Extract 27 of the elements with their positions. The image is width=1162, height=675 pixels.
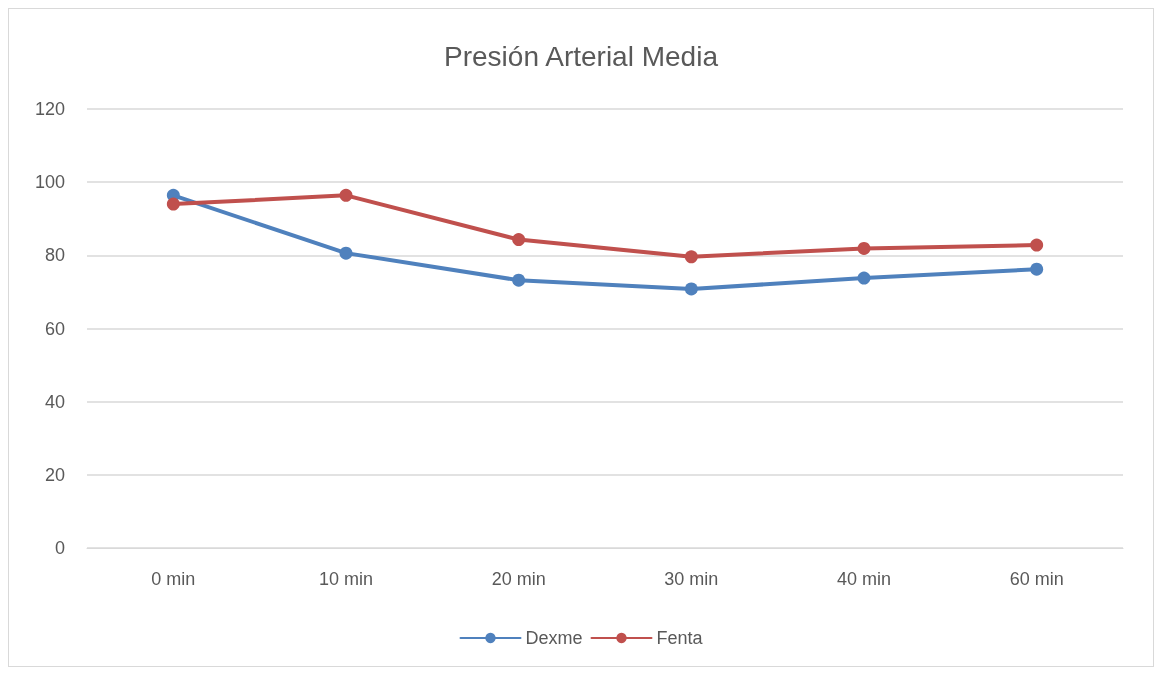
point <box>857 241 871 255</box>
x-tick-label: 0 min <box>151 569 196 589</box>
x-tick-label: 40 min <box>836 569 892 589</box>
point <box>1030 238 1044 252</box>
x-tick-label: 20 min <box>491 569 546 589</box>
point <box>857 271 871 285</box>
legend-label: Dexme <box>525 628 583 648</box>
y-tick-label: 40 <box>44 391 65 412</box>
point <box>339 246 353 260</box>
point <box>512 233 526 247</box>
x-tick-label: 60 min <box>1009 569 1064 589</box>
chart-title: Presión Arterial Media <box>444 40 719 72</box>
x-tick-label: 10 min <box>318 569 374 589</box>
point <box>512 273 526 287</box>
legend-label: Fenta <box>656 628 704 648</box>
point <box>1030 262 1044 276</box>
point <box>684 282 698 296</box>
point <box>684 250 698 264</box>
y-tick-label: 20 <box>44 464 65 485</box>
y-tick-label: 100 <box>34 172 65 193</box>
point <box>339 188 353 202</box>
point <box>166 197 180 211</box>
y-tick-label: 0 <box>54 538 65 558</box>
y-tick-label: 120 <box>34 99 65 119</box>
x-tick-label: 30 min <box>664 569 719 589</box>
y-tick-label: 80 <box>44 245 65 266</box>
y-tick-label: 60 <box>44 318 65 339</box>
